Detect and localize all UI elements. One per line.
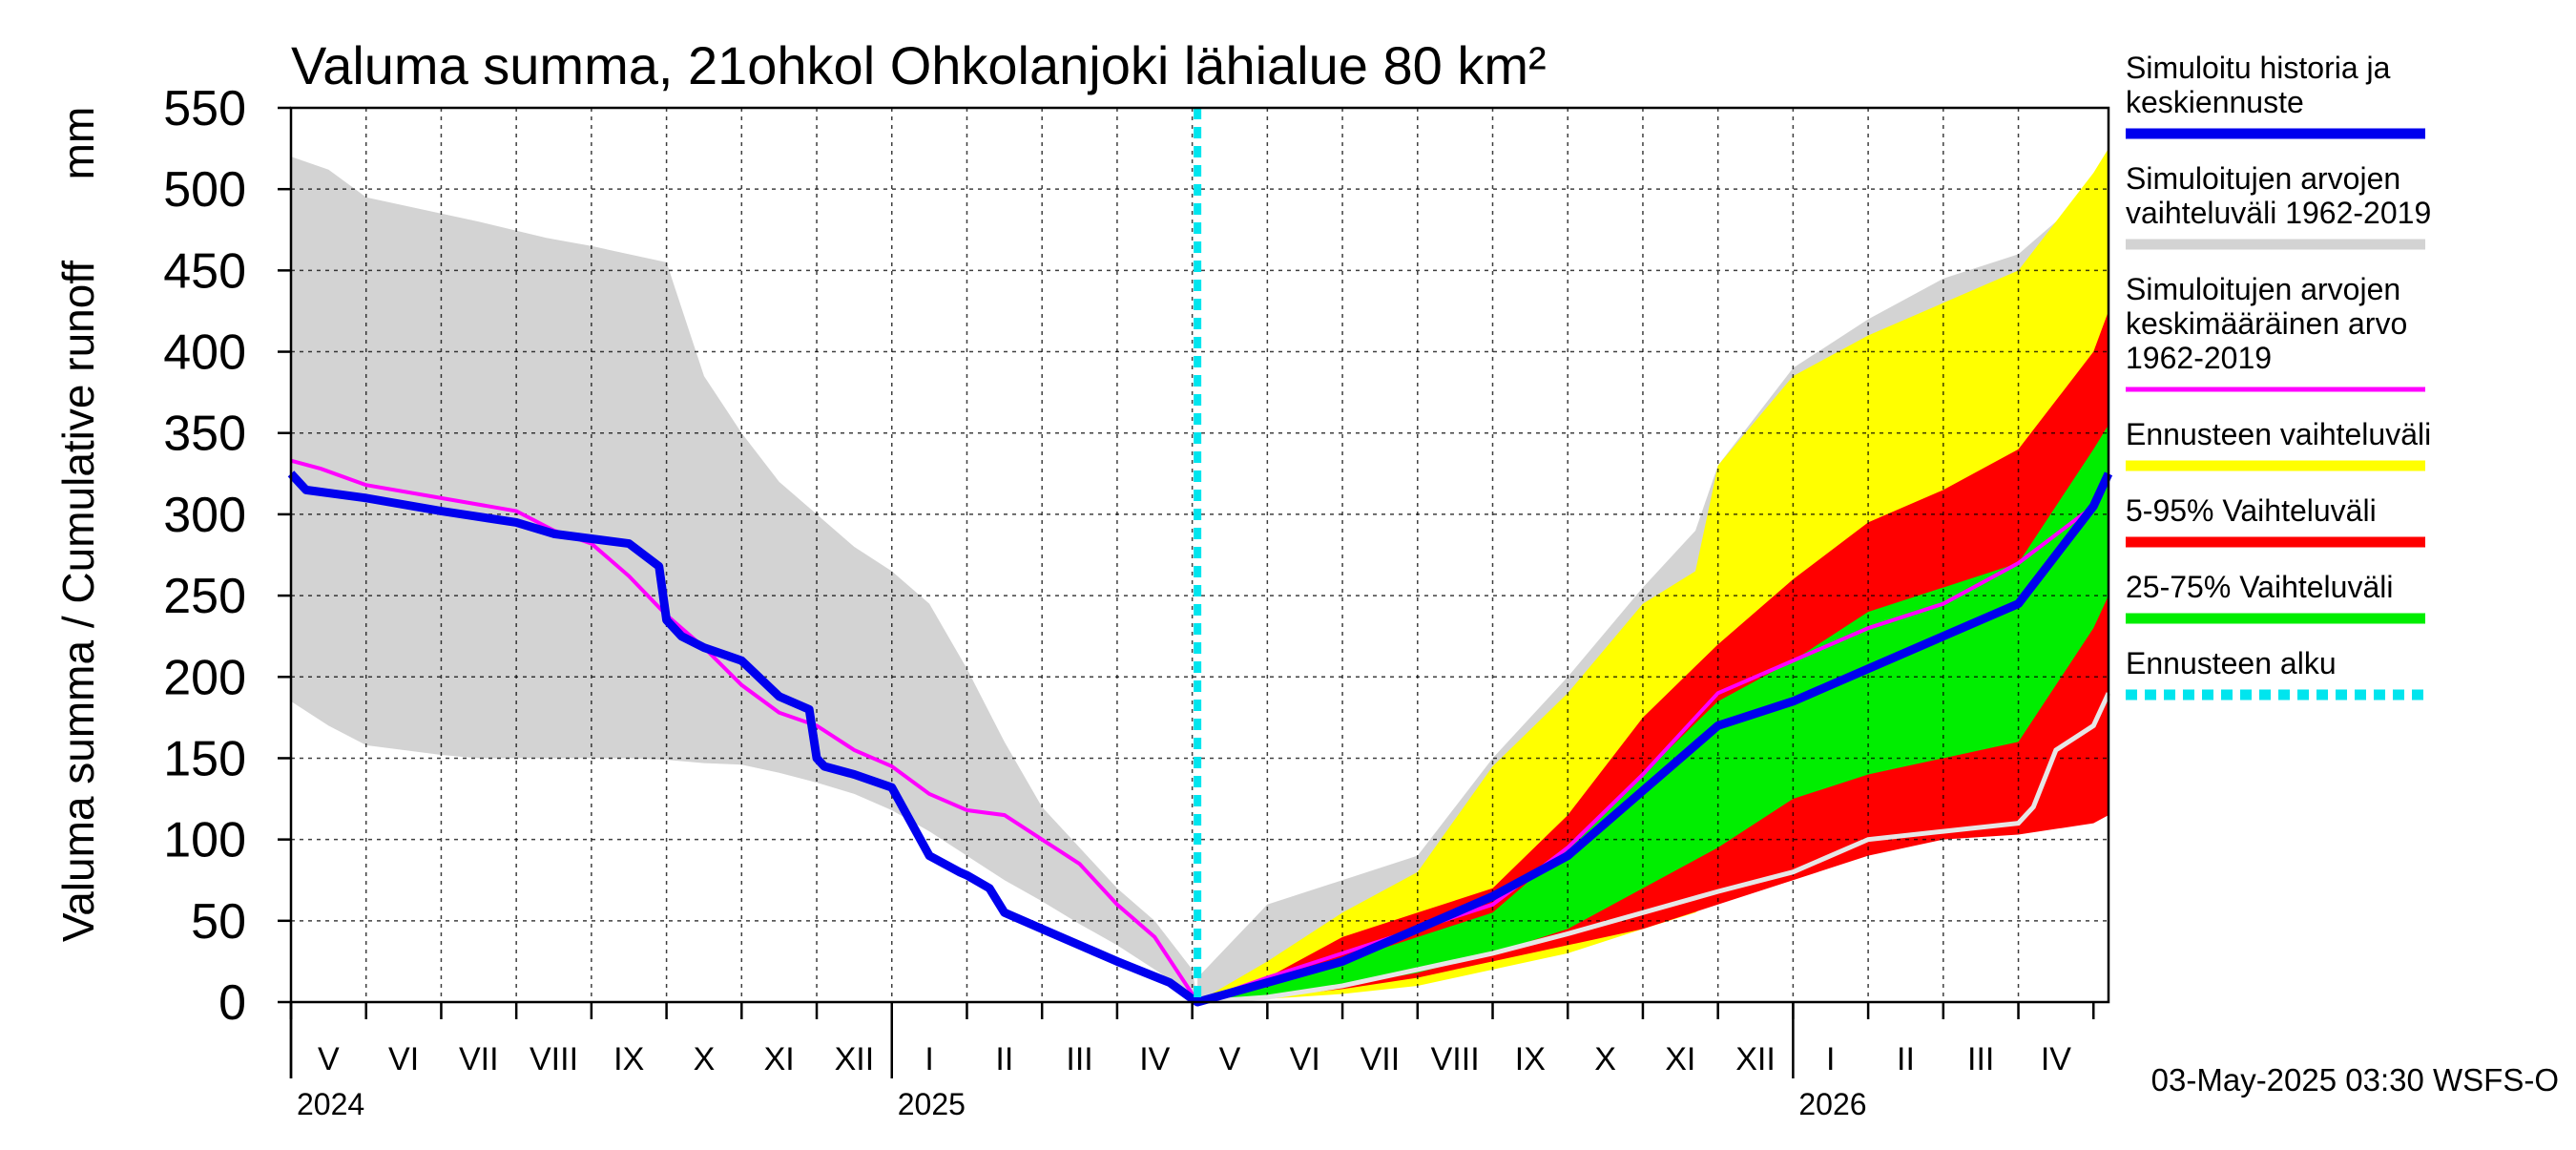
month-label: V	[318, 1041, 340, 1077]
series-lines-layer	[287, 108, 2113, 1007]
band-1	[1197, 310, 2109, 1002]
y-tick-label: 150	[163, 731, 246, 786]
month-label: V	[1219, 1041, 1241, 1077]
y-axis-label: Valuma summa / Cumulative runoff	[53, 261, 103, 942]
month-label: IV	[2041, 1041, 2071, 1077]
forecast-bands-layer	[1197, 148, 2109, 1002]
legend-label: keskimääräinen arvo	[2126, 306, 2407, 341]
y-tick-label: 500	[163, 162, 246, 218]
month-label: IX	[613, 1041, 644, 1077]
legend-label: 25-75% Vaihteluväli	[2126, 570, 2393, 604]
y-tick-label: 450	[163, 243, 246, 299]
month-label: X	[694, 1041, 716, 1077]
legend-label: 5-95% Vaihteluväli	[2126, 493, 2377, 528]
month-label: III	[1967, 1041, 1994, 1077]
legend-item-3: Ennusteen vaihteluväli	[2126, 417, 2431, 471]
month-label: XII	[1735, 1041, 1776, 1077]
timestamp-footer: 03-May-2025 03:30 WSFS-O	[2151, 1062, 2559, 1098]
y-tick-label: 350	[163, 407, 246, 462]
legend-label: Simuloitu historia ja	[2126, 51, 2391, 85]
month-label: IX	[1515, 1041, 1546, 1077]
month-label: XII	[835, 1041, 875, 1077]
year-label: 2026	[1798, 1087, 1866, 1121]
legend-item-4: 5-95% Vaihteluväli	[2126, 493, 2425, 548]
y-axis-unit: mm	[53, 107, 103, 180]
legend-label: Simuloitujen arvojen	[2126, 161, 2400, 196]
month-label: II	[1897, 1041, 1915, 1077]
history-range-lower-line	[1196, 692, 2111, 1005]
month-label: VI	[1290, 1041, 1320, 1077]
month-label: IV	[1139, 1041, 1170, 1077]
y-tick-label: 200	[163, 650, 246, 705]
month-label: XI	[764, 1041, 795, 1077]
month-label: X	[1594, 1041, 1616, 1077]
legend-label: 1962-2019	[2126, 341, 2272, 375]
legend: Simuloitu historia jakeskiennusteSimuloi…	[2126, 51, 2431, 700]
year-label: 2025	[898, 1087, 966, 1121]
legend-label: vaihteluväli 1962-2019	[2126, 196, 2431, 230]
legend-item-6: Ennusteen alku	[2126, 646, 2425, 700]
legend-label: Simuloitujen arvojen	[2126, 272, 2400, 306]
y-tick-label: 50	[191, 894, 246, 950]
y-tick-label: 550	[163, 81, 246, 136]
y-tick-label: 0	[218, 975, 246, 1031]
y-tick-label: 400	[163, 325, 246, 381]
legend-label: keskiennuste	[2126, 85, 2304, 119]
month-label: XI	[1665, 1041, 1695, 1077]
month-label: VII	[459, 1041, 499, 1077]
band-2	[1197, 425, 2109, 1002]
month-label: VIII	[1431, 1041, 1480, 1077]
y-tick-label: 250	[163, 569, 246, 624]
month-label: VII	[1361, 1041, 1401, 1077]
legend-label: Ennusteen alku	[2126, 646, 2337, 680]
year-label: 2024	[297, 1087, 364, 1121]
y-tick-label: 100	[163, 813, 246, 868]
month-label: II	[995, 1041, 1013, 1077]
chart-title: Valuma summa, 21ohkol Ohkolanjoki lähial…	[291, 35, 1547, 95]
month-label: III	[1066, 1041, 1092, 1077]
plot-frame	[289, 106, 2110, 1004]
history-range-area-past	[291, 157, 1198, 1003]
month-label: I	[1826, 1041, 1835, 1077]
legend-label: Ennusteen vaihteluväli	[2126, 417, 2431, 451]
legend-item-5: 25-75% Vaihteluväli	[2126, 570, 2425, 624]
month-label: VI	[388, 1041, 419, 1077]
simulated-history-forecast-line	[287, 470, 2113, 1007]
month-label: VIII	[530, 1041, 578, 1077]
y-tick-label: 300	[163, 488, 246, 543]
mean-line	[290, 458, 2110, 1005]
month-label: I	[924, 1041, 933, 1077]
grid-layer	[291, 108, 2109, 1002]
